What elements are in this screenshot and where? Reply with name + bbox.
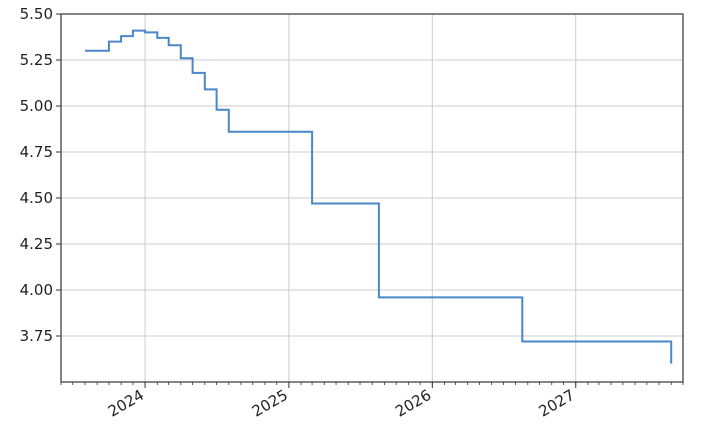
y-axis: 5.50 5.25 5.00 4.75 4.50 4.25 4.00 3.75: [20, 5, 61, 345]
minor-ticks: [60, 382, 684, 385]
y-tick-label: 4.25: [20, 235, 53, 253]
y-tick-label: 4.50: [20, 189, 53, 207]
x-axis: 2024 2025 2026 2027: [105, 382, 578, 421]
x-tick-label: 2027: [536, 386, 578, 421]
series-layer: [85, 29, 673, 364]
series-line: [85, 29, 673, 364]
y-tick-label: 5.25: [20, 51, 53, 69]
y-tick-label: 4.00: [20, 281, 53, 299]
grid: [61, 13, 683, 382]
x-tick-label: 2024: [105, 386, 147, 421]
x-tick-label: 2026: [392, 386, 434, 421]
y-tick-label: 4.75: [20, 143, 53, 161]
x-tick-label: 2025: [249, 386, 291, 421]
y-tick-label: 5.50: [20, 5, 53, 23]
y-tick-label: 3.75: [20, 327, 53, 345]
y-tick-label: 5.00: [20, 97, 53, 115]
